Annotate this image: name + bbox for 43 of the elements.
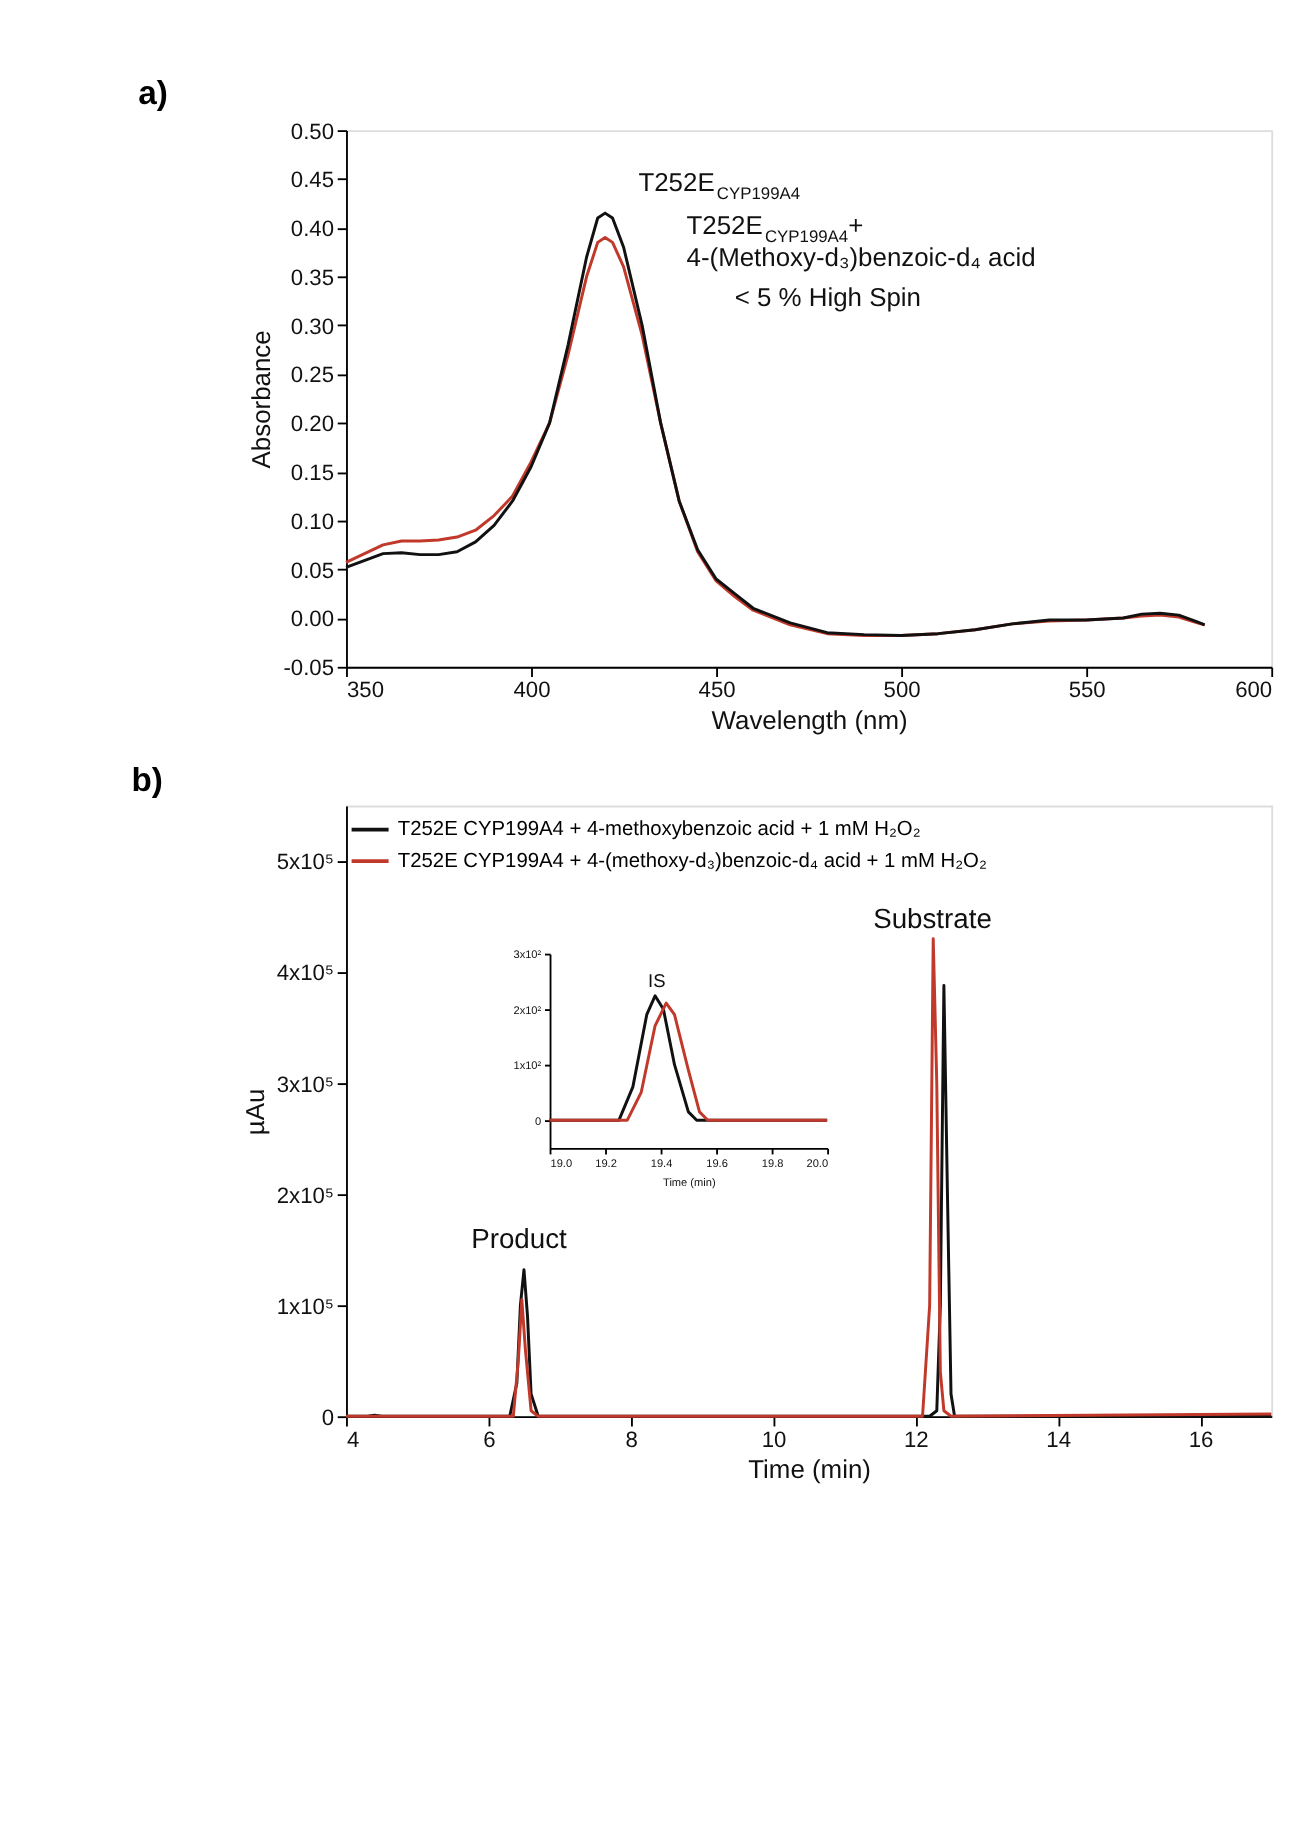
x-tick-label: 500 (883, 679, 921, 704)
x-tick-label: 14 (1046, 1428, 1072, 1453)
x-tick-label: 450 (698, 679, 736, 704)
chart-title: b) (131, 760, 163, 799)
legend-label: T252E CYP199A4 + 4-(methoxy-d₃)benzoic-d₄ acid + 1 mM H₂O₂ (397, 850, 987, 873)
y-tick-label: -0.05 (283, 657, 335, 682)
x-axis-title: Time (min) (748, 1454, 871, 1485)
y-tick-label: 0 (321, 1406, 335, 1431)
y-tick-label: 2x10⁵ (276, 1184, 335, 1209)
legend-label: T252E CYP199A4 + 4-methoxybenzoic acid + 1 mM H₂O₂ (397, 819, 921, 842)
x-tick-label: 8 (625, 1428, 638, 1453)
x-tick-label: 550 (1068, 679, 1106, 704)
y-tick-label: 5x10⁵ (276, 851, 335, 876)
x-tick-label: 16 (1188, 1428, 1214, 1453)
y-tick-label: 0.40 (290, 218, 335, 243)
y-tick-label: 0.10 (290, 510, 335, 535)
y-tick-label: 0.30 (290, 315, 335, 340)
chart-title: a) (138, 74, 168, 113)
x-tick-label: 400 (513, 679, 551, 704)
x-tick-label: 350 (346, 679, 384, 704)
y-tick-label: 1x10⁵ (276, 1295, 335, 1320)
y-tick-label: 0.20 (290, 413, 335, 438)
y-tick-label: 4x10⁵ (276, 962, 335, 987)
x-tick-label: 600 (1235, 679, 1273, 704)
y-tick-label: 0.15 (290, 462, 335, 487)
y-tick-label: 0.50 (290, 120, 335, 145)
annotation: < 5 % High Spin (734, 281, 921, 312)
annotation: Substrate (873, 901, 993, 934)
x-tick-label: 4 (346, 1428, 360, 1453)
y-tick-label: 0.45 (290, 169, 335, 194)
annotation: IS (648, 970, 666, 991)
y-tick-label: 0.35 (290, 266, 335, 291)
y-tick-label: 0.00 (290, 608, 335, 633)
x-tick-label: 12 (904, 1428, 929, 1453)
y-tick-label: 0.05 (290, 559, 335, 584)
x-axis-title: Wavelength (nm) (711, 704, 908, 735)
y-axis-title: Absorbance (246, 330, 277, 469)
y-tick-label: 3x10⁵ (276, 1073, 335, 1098)
y-tick-label: 0.25 (290, 364, 335, 389)
x-tick-label: 6 (483, 1428, 496, 1453)
y-axis-title: µAu (239, 1088, 270, 1136)
annotation: Product (471, 1221, 568, 1254)
x-tick-label: 10 (761, 1428, 787, 1453)
